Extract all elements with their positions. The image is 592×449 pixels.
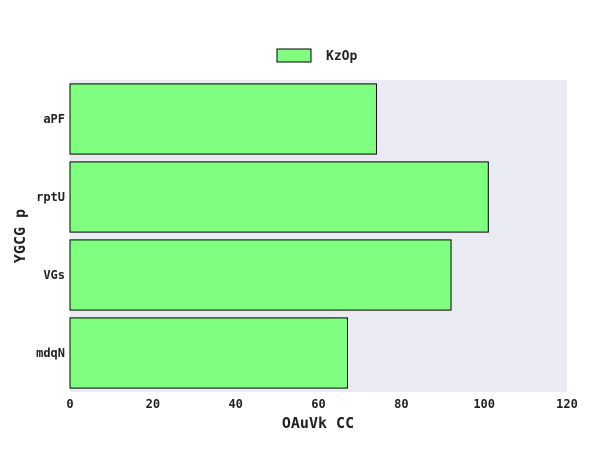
x-tick-labels: 0 20 40 60 80 100 120 xyxy=(66,397,577,411)
legend: KzOp xyxy=(276,48,357,64)
y-axis-label: YGCG p xyxy=(11,209,29,263)
x-tick-label: 120 xyxy=(556,397,578,411)
y-tick-label: VGs xyxy=(43,268,65,282)
x-tick-label: 0 xyxy=(66,397,73,411)
legend-swatch xyxy=(276,48,312,63)
x-tick-label: 80 xyxy=(394,397,408,411)
y-tick-label: rptU xyxy=(36,190,65,204)
bar-aPF xyxy=(69,83,377,155)
bar-rptU xyxy=(69,161,489,233)
bar-mdqN xyxy=(69,317,348,389)
bar-VGs xyxy=(69,239,452,311)
x-tick-label: 40 xyxy=(228,397,242,411)
legend-label: KzOp xyxy=(326,49,357,64)
x-tick-label: 100 xyxy=(473,397,495,411)
y-tick-label: aPF xyxy=(43,112,65,126)
x-axis-label: OAuVk CC xyxy=(282,414,354,432)
x-tick-label: 20 xyxy=(146,397,160,411)
x-tick-label: 60 xyxy=(311,397,325,411)
y-tick-label: mdqN xyxy=(36,346,65,360)
y-tick-labels: aPF rptU VGs mdqN xyxy=(36,112,65,360)
bars-layer xyxy=(69,83,489,389)
